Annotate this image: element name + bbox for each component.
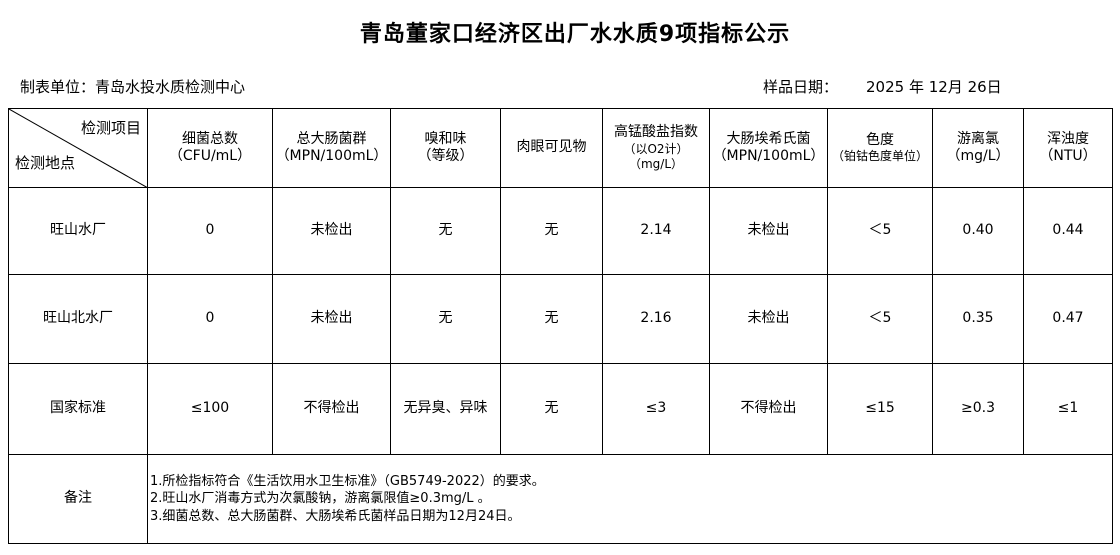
notes-label: 备注 <box>8 454 148 544</box>
value-cell: ＜5 <box>827 274 933 364</box>
notes-cell: 1.所检指标符合《生活饮用水卫生标准》（GB5749-2022）的要求。 2.旺… <box>147 454 1113 544</box>
value-cell: 未检出 <box>272 274 391 364</box>
site-label: 检测地点 <box>15 154 76 173</box>
col-header: 游离氯 （mg/L） <box>932 108 1024 188</box>
page-title: 青岛董家口经济区出厂水水质9项指标公示 <box>359 22 791 47</box>
value-cell: 0.44 <box>1023 187 1113 275</box>
value-cell: 未检出 <box>709 187 828 275</box>
col-header: 总大肠菌群 （MPN/100mL） <box>272 108 391 188</box>
value-cell: 无 <box>500 363 603 455</box>
value-cell: 无 <box>500 187 603 275</box>
value-cell: 0 <box>147 187 273 275</box>
unit-label: 制表单位：青岛水投水质检测中心 <box>20 78 246 96</box>
table-row: 旺山水厂 0 未检出无无 2.14 未检出 ＜5 0.40 0.44 <box>8 187 1113 275</box>
col-header: 细菌总数 （CFU/mL） <box>147 108 273 188</box>
col-header: 嗅和味 （等级） <box>390 108 501 188</box>
value-cell: 无 <box>500 274 603 364</box>
value-cell: ＜5 <box>827 187 933 275</box>
value-cell: 未检出 <box>709 274 828 364</box>
note: 1.所检指标符合《生活饮用水卫生标准》（GB5749-2022）的要求。 <box>150 473 545 489</box>
value-cell: 2.16 <box>602 274 710 364</box>
value-cell: 无异臭、异味 <box>390 363 501 455</box>
note: 3.细菌总数、总大肠菌群、大肠埃希氏菌样品日期为12月24日。 <box>150 508 521 524</box>
col-header: 高锰酸盐指数 （以O2计） （mg/L） <box>602 108 710 188</box>
note: 2.旺山水厂消毒方式为次氯酸钠，游离氯限值≥0.3mg/L 。 <box>150 491 491 507</box>
col-header: 肉眼可见物 <box>500 108 603 188</box>
col-header: 浑浊度 （NTU） <box>1023 108 1113 188</box>
value-cell: 未检出 <box>272 187 391 275</box>
value-cell: ≤1 <box>1023 363 1113 455</box>
col-header: 色度 （铂钴色度单位） <box>827 108 933 188</box>
value-cell: 无 <box>390 187 501 275</box>
value-cell: 不得检出 <box>272 363 391 455</box>
col-header: 大肠埃希氏菌 （MPN/100mL） <box>709 108 828 188</box>
item-label: 检测项目 <box>80 119 141 137</box>
notes-row: 备注 1.所检指标符合《生活饮用水卫生标准》（GB5749-2022）的要求。 … <box>8 454 1113 544</box>
value-cell: ≥0.3 <box>932 363 1024 455</box>
value-cell: 2.14 <box>602 187 710 275</box>
site-cell: 旺山北水厂 <box>8 274 148 364</box>
value-cell: 0.40 <box>932 187 1024 275</box>
value-cell: 无 <box>390 274 501 364</box>
value-cell: 不得检出 <box>709 363 828 455</box>
site-cell: 旺山水厂 <box>8 187 148 275</box>
date-label: 样品日期： <box>763 78 839 96</box>
value-cell: ≤100 <box>147 363 273 455</box>
table-row: 旺山北水厂 0 未检出无无 2.16 未检出 ＜5 0.35 0.47 <box>8 274 1113 364</box>
value-cell: ≤3 <box>602 363 710 455</box>
table-row: 国家标准 ≤100 不得检出 无异臭、异味无 ≤3 不得检出 ≤15 ≥0.3 ≤1 <box>8 363 1113 455</box>
value-cell: 0 <box>147 274 273 364</box>
water-quality-table: 检测项目 检测地点 细菌总数 （CFU/mL） 总大肠菌群 （MPN/100mL） … <box>8 108 1113 544</box>
value-cell: ≤15 <box>827 363 933 455</box>
value-cell: 0.35 <box>932 274 1024 364</box>
value-cell: 0.47 <box>1023 274 1113 364</box>
date-value: 2025 年 12月 26日 <box>866 78 1002 96</box>
diagonal-header-cell: 检测项目 检测地点 <box>8 108 148 188</box>
site-cell: 国家标准 <box>8 363 148 455</box>
header-row: 检测项目 检测地点 细菌总数 （CFU/mL） 总大肠菌群 （MPN/100mL） … <box>8 108 1113 188</box>
